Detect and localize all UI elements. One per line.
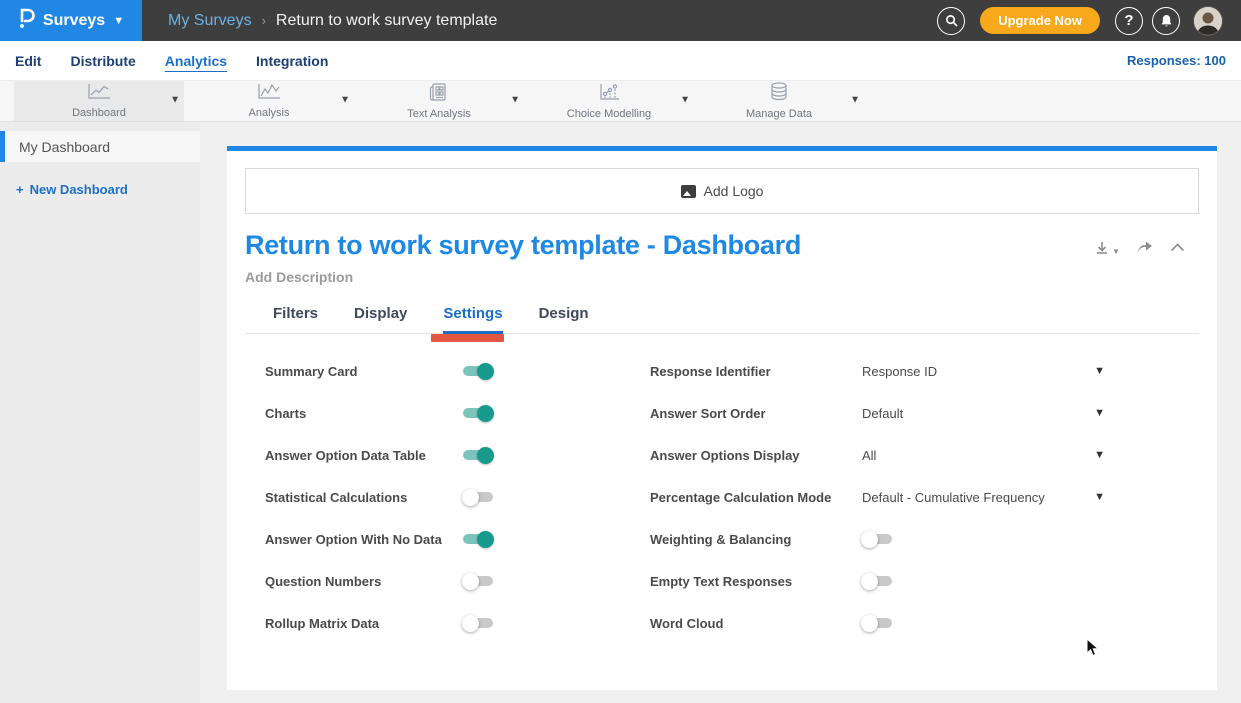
toggle-empty-text-responses[interactable] <box>861 572 892 590</box>
settings-right-column: Response Identifier Response ID ▼ Answer… <box>650 350 1105 644</box>
collapse-chevron-up-icon[interactable] <box>1170 239 1185 257</box>
tab-display[interactable]: Display <box>354 305 408 322</box>
settings-tabs: Filters Display Settings Design <box>245 305 1199 342</box>
help-icon[interactable]: ? <box>1115 6 1143 35</box>
toggle-answer-option-no-data[interactable] <box>463 530 494 548</box>
survey-nav: Edit Distribute Analytics Integration Re… <box>0 41 1241 80</box>
setting-row: Answer Option Data Table <box>265 434 494 476</box>
avatar[interactable] <box>1193 5 1223 36</box>
chevron-down-icon: ▼ <box>1094 365 1105 377</box>
setting-row: Answer Sort Order Default ▼ <box>650 405 1105 421</box>
breadcrumb: My Surveys › Return to work survey templ… <box>168 12 497 30</box>
breadcrumb-current: Return to work survey template <box>275 11 498 29</box>
toggle-word-cloud[interactable] <box>861 614 892 632</box>
setting-row: Charts <box>265 392 494 434</box>
chevron-down-icon[interactable]: ▼ <box>340 94 350 106</box>
setting-row: Weighting & Balancing <box>650 518 1105 560</box>
analysis-chart-icon <box>256 83 282 105</box>
dashboard-panel: Add Logo Return to work survey template … <box>227 146 1217 690</box>
notifications-bell-icon[interactable] <box>1152 6 1180 35</box>
nav-analytics[interactable]: Analytics <box>164 52 228 69</box>
setting-row: Answer Option With No Data <box>265 518 494 560</box>
response-identifier-dropdown[interactable]: Response ID ▼ <box>862 363 1105 379</box>
chevron-down-icon[interactable]: ▼ <box>680 94 690 106</box>
brand-block[interactable]: Surveys ▼ <box>0 0 142 41</box>
header-actions: Upgrade Now ? <box>937 5 1241 36</box>
nav-distribute[interactable]: Distribute <box>70 52 136 69</box>
setting-row: Question Numbers <box>265 560 493 602</box>
chevron-down-icon[interactable]: ▼ <box>850 94 860 106</box>
toolbar-analysis[interactable]: Analysis ▼ <box>184 81 354 121</box>
chevron-down-icon[interactable]: ▼ <box>510 94 520 106</box>
settings-grid: Summary Card Charts Answer Option Data T… <box>265 350 1199 644</box>
top-header: Surveys ▼ My Surveys › Return to work su… <box>0 0 1241 41</box>
chevron-down-icon: ▼ <box>1094 491 1105 503</box>
toggle-charts[interactable] <box>463 404 494 422</box>
dashboard-sidebar: My Dashboard + New Dashboard <box>0 122 200 703</box>
toolbar-text-analysis[interactable]: Text Analysis ▼ <box>354 81 524 121</box>
tab-design[interactable]: Design <box>538 305 589 322</box>
download-icon[interactable]: ▼ <box>1094 240 1120 256</box>
highlight-marker <box>431 334 505 342</box>
main-content: Add Logo Return to work survey template … <box>200 122 1241 703</box>
add-description[interactable]: Add Description <box>245 269 354 285</box>
chevron-down-icon: ▼ <box>1112 247 1120 256</box>
toggle-answer-option-data-table[interactable] <box>463 446 494 464</box>
setting-row: Empty Text Responses <box>650 560 1105 602</box>
database-icon <box>769 82 789 106</box>
plus-icon: + <box>16 182 24 197</box>
questionpro-logo-icon <box>18 7 35 34</box>
toolbar-manage-data[interactable]: Manage Data ▼ <box>694 81 864 121</box>
text-analysis-icon <box>429 82 449 106</box>
image-icon <box>680 184 696 198</box>
nav-edit[interactable]: Edit <box>15 52 42 69</box>
breadcrumb-separator: › <box>261 13 266 28</box>
page-title: Return to work survey template - Dashboa… <box>245 230 802 260</box>
scatter-chart-icon <box>597 83 621 106</box>
toggle-rollup-matrix-data[interactable] <box>462 614 493 632</box>
toggle-statistical-calculations[interactable] <box>462 488 493 506</box>
setting-row: Statistical Calculations <box>265 476 493 518</box>
setting-row: Summary Card <box>265 350 494 392</box>
setting-row: Response Identifier Response ID ▼ <box>650 363 1105 379</box>
percentage-calculation-mode-dropdown[interactable]: Default - Cumulative Frequency ▼ <box>862 489 1105 505</box>
line-chart-icon <box>86 83 112 105</box>
responses-count[interactable]: Responses: 100 <box>1127 53 1226 68</box>
search-icon[interactable] <box>937 6 966 35</box>
setting-row: Word Cloud <box>650 602 1105 644</box>
chevron-down-icon: ▼ <box>113 14 125 27</box>
breadcrumb-parent-link[interactable]: My Surveys <box>168 11 252 29</box>
toolbar-dashboard[interactable]: Dashboard ▼ <box>14 81 184 121</box>
analytics-toolbar: Dashboard ▼ Analysis ▼ Text Analysis ▼ C… <box>0 80 1241 122</box>
chevron-down-icon: ▼ <box>1094 407 1105 419</box>
product-name: Surveys <box>42 11 106 29</box>
answer-sort-order-dropdown[interactable]: Default ▼ <box>862 405 1105 421</box>
setting-row: Answer Options Display All ▼ <box>650 447 1105 463</box>
answer-options-display-dropdown[interactable]: All ▼ <box>862 447 1105 463</box>
toggle-summary-card[interactable] <box>463 362 494 380</box>
toolbar-choice-modelling[interactable]: Choice Modelling ▼ <box>524 81 694 121</box>
tab-settings[interactable]: Settings <box>431 305 505 342</box>
add-logo-button[interactable]: Add Logo <box>245 168 1199 214</box>
setting-row: Rollup Matrix Data <box>265 602 493 644</box>
chevron-down-icon[interactable]: ▼ <box>170 94 180 106</box>
setting-row: Percentage Calculation Mode Default - Cu… <box>650 489 1105 505</box>
column-spacer <box>493 350 650 644</box>
nav-integration[interactable]: Integration <box>256 52 329 69</box>
upgrade-now-button[interactable]: Upgrade Now <box>980 7 1100 34</box>
share-icon[interactable] <box>1136 238 1154 258</box>
sidebar-item-my-dashboard[interactable]: My Dashboard <box>0 131 200 162</box>
chevron-down-icon: ▼ <box>1094 449 1105 461</box>
toggle-weighting-balancing[interactable] <box>861 530 892 548</box>
title-row: Return to work survey template - Dashboa… <box>245 230 1199 261</box>
new-dashboard-button[interactable]: + New Dashboard <box>16 182 128 197</box>
settings-left-column: Summary Card Charts Answer Option Data T… <box>265 350 494 644</box>
tab-filters[interactable]: Filters <box>273 305 319 322</box>
toggle-question-numbers[interactable] <box>462 572 493 590</box>
title-actions: ▼ <box>1094 230 1199 258</box>
